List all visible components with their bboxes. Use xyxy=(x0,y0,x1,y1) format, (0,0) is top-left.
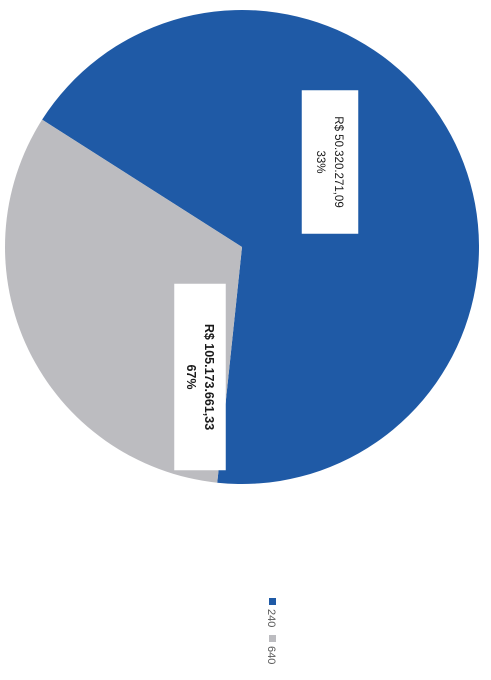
legend-swatch xyxy=(269,598,276,605)
pie-slice-240 xyxy=(42,9,480,484)
data-label-percent: 33% xyxy=(314,150,326,173)
data-label-240: R$ 105.173.661,33 67% xyxy=(174,283,226,471)
data-label-value: R$ 105.173.661,33 xyxy=(202,324,216,430)
pie-slices xyxy=(5,9,480,484)
data-label-640: R$ 50.320.271,09 33% xyxy=(300,88,360,236)
data-label-percent: 67% xyxy=(184,364,198,389)
legend-item-640: 640 xyxy=(265,635,277,664)
data-label-value: R$ 50.320.271,09 xyxy=(332,116,344,207)
legend: 240 640 xyxy=(265,598,277,664)
legend-label: 640 xyxy=(265,646,277,664)
data-labels: R$ 105.173.661,33 67% R$ 50.320.271,09 33% xyxy=(174,88,360,471)
data-label-box xyxy=(300,88,360,236)
data-label-box xyxy=(174,283,226,471)
legend-item-240: 240 xyxy=(265,598,277,627)
legend-label: 240 xyxy=(265,609,277,627)
legend-swatch xyxy=(269,635,276,642)
